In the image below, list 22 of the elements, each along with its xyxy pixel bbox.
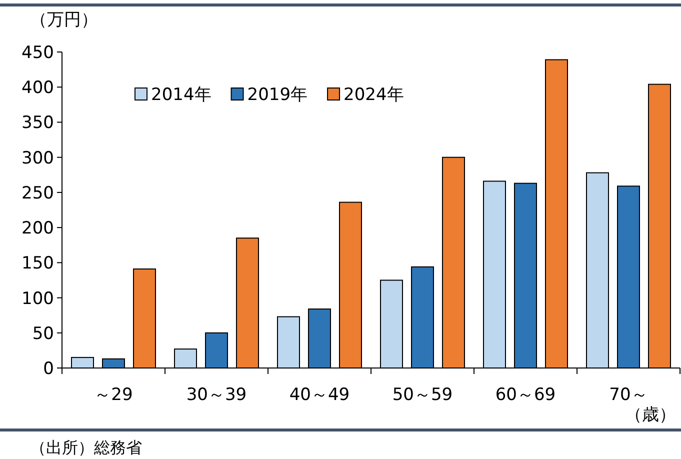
x-tick-label: 50～59 <box>392 385 453 405</box>
x-tick-label: 70～ <box>609 385 648 405</box>
x-tick-label: 30～39 <box>186 385 247 405</box>
y-tick-label: 200 <box>22 218 54 239</box>
y-tick-label: 350 <box>22 113 54 134</box>
y-axis-title: （万円） <box>30 10 98 30</box>
y-tick-label: 100 <box>22 288 54 309</box>
x-tick-label: 60～69 <box>495 385 556 405</box>
y-tick-label: 400 <box>22 78 54 98</box>
x-tick-label: 40～49 <box>289 385 350 405</box>
legend-label: 2014年 <box>151 85 212 105</box>
y-tick-label: 250 <box>22 183 54 204</box>
y-tick-label: 300 <box>22 148 54 168</box>
legend-label: 2024年 <box>344 85 404 105</box>
y-tick-label: 150 <box>22 254 54 274</box>
y-tick-label: 450 <box>22 43 54 63</box>
text: （出所）総務省 <box>30 438 142 457</box>
legend-label: 2019年 <box>247 85 308 105</box>
x-axis-title: （歳） <box>625 405 676 425</box>
y-tick-label: 50 <box>32 324 54 344</box>
x-tick-label: ～29 <box>94 385 133 405</box>
y-tick-label: 0 <box>43 359 54 379</box>
